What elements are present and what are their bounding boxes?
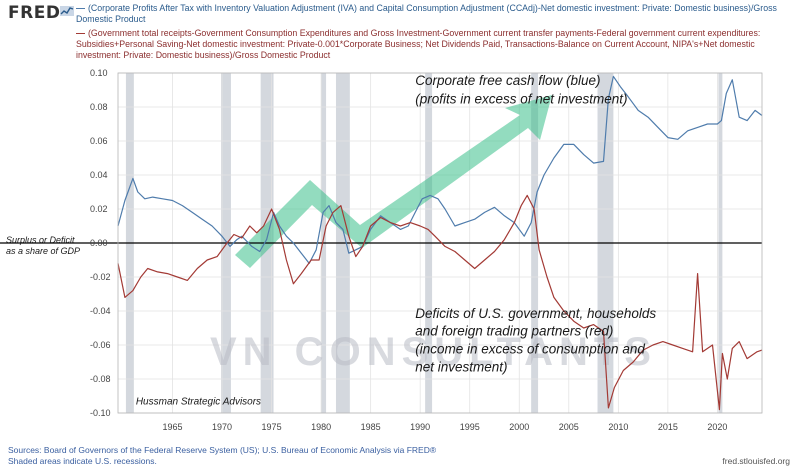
legend-label-blue: (Corporate Profits After Tax with Invent… [76, 3, 777, 24]
x-tick-label-1: 1970 [212, 422, 232, 432]
watermark-text: VN CONSULTANTS [210, 330, 657, 374]
x-tick-label-9: 2010 [608, 422, 628, 432]
series-line-0 [117, 75, 763, 264]
x-tick-label-7: 2000 [509, 422, 529, 432]
plot-frame [117, 72, 763, 414]
y-tick-label-9: -0.08 [90, 374, 111, 384]
x-tick-label-5: 1990 [410, 422, 430, 432]
y-tick-label-4: 0.02 [90, 204, 108, 214]
y-tick-label-10: -0.10 [90, 408, 111, 418]
annotation-red-note-4: net investment) [415, 359, 507, 374]
y-tick-label-8: -0.06 [90, 340, 111, 350]
x-tick-label-10: 2015 [658, 422, 678, 432]
annotation-red-note-2: and foreign trading partners (red) [415, 324, 613, 339]
x-tick-label-0: 1965 [162, 422, 182, 432]
x-tick-label-8: 2005 [559, 422, 579, 432]
legend-line-blue [76, 8, 85, 10]
legend-entry-corporate-free-cash-flow: (Corporate Profits After Tax with Invent… [76, 3, 792, 25]
x-tick-label-11: 2020 [707, 422, 727, 432]
y-tick-label-7: -0.04 [90, 306, 111, 316]
recession-note: Shaded areas indicate U.S. recessions. [8, 456, 157, 466]
legend-entry-deficits: (Government total receipts-Government Co… [76, 28, 792, 61]
annotation-red-note-1: Deficits of U.S. government, households [415, 306, 656, 321]
annotations: Corporate free cash flow (blue) (profits … [136, 73, 657, 408]
y-axis-label-line-0: Surplus or Deficit [6, 235, 75, 245]
y-tick-label-6: -0.02 [90, 272, 111, 282]
x-tick-label-4: 1985 [361, 422, 381, 432]
y-tick-label-2: 0.06 [90, 136, 108, 146]
chart-header: FRED (Corporate Profits After Tax with I… [0, 0, 800, 72]
fred-url: fred.stlouisfed.org [722, 456, 790, 466]
x-tick-label-2: 1975 [262, 422, 282, 432]
series-line-1 [117, 194, 763, 411]
fred-graph-icon [60, 6, 74, 16]
legend-line-red [76, 33, 85, 35]
annotation-blue-note-2: (profits in excess of net investment) [415, 92, 627, 107]
watermark: VN CONSULTANTS [210, 95, 657, 374]
legend-label-red: (Government total receipts-Government Co… [76, 28, 761, 60]
series-lines [117, 75, 763, 411]
annotation-credit: Hussman Strategic Advisors [136, 397, 261, 408]
x-axis-ticks: 1965 1970 1975 1980 1985 1990 1995 2000 2005 2010… [162, 422, 727, 432]
y-axis-ticks: 0.10 0.08 0.06 0.04 0.02 0.00 -0.02 -0.04 -0.06 -… [90, 68, 111, 418]
watermark-arrow [235, 95, 552, 268]
fred-logo: FRED [8, 3, 61, 23]
annotation-blue-note-1: Corporate free cash flow (blue) [415, 73, 600, 88]
y-tick-label-5: 0.00 [90, 238, 108, 248]
y-tick-label-1: 0.08 [90, 102, 108, 112]
x-tick-label-3: 1980 [311, 422, 331, 432]
source-note: Sources: Board of Governors of the Feder… [8, 445, 437, 455]
y-axis-label-line-1: as a share of GDP [6, 246, 80, 256]
annotation-red-note-3: (income in excess of consumption and [415, 342, 645, 357]
x-tick-label-6: 1995 [460, 422, 480, 432]
y-tick-label-3: 0.04 [90, 170, 108, 180]
y-tick-label-0: 0.10 [90, 68, 108, 78]
